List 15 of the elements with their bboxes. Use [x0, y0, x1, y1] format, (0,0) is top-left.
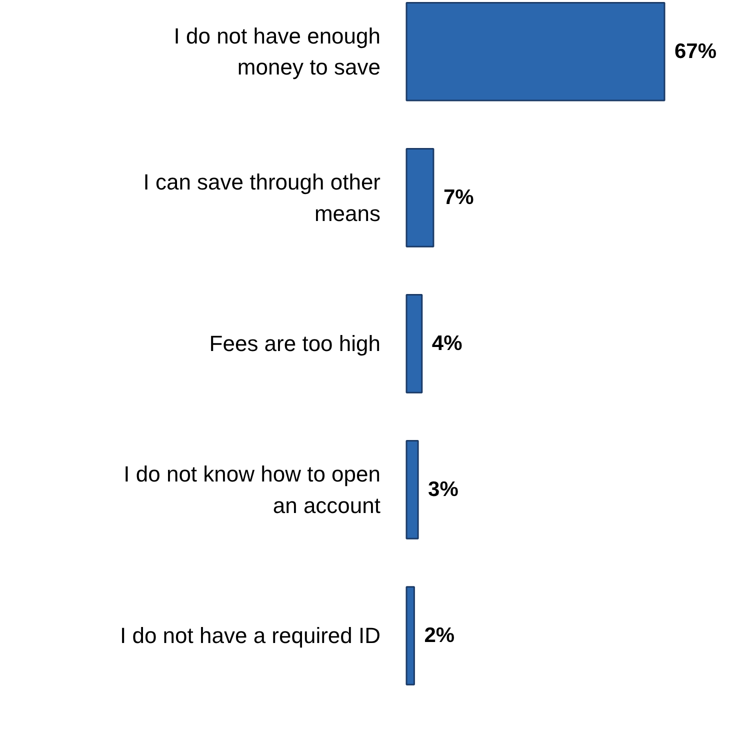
data-label: 67%	[674, 40, 717, 64]
data-label: 3%	[428, 478, 459, 502]
y-tick-label: I do not know how to open an account	[124, 462, 381, 518]
bar	[406, 148, 434, 248]
bar	[406, 440, 419, 540]
bar	[406, 294, 423, 394]
data-label: 7%	[443, 186, 474, 210]
y-tick-label: I do not have enough money to save	[174, 23, 381, 80]
bar	[406, 2, 666, 102]
y-tick-label: I do not have a required ID	[120, 623, 380, 648]
y-tick-label: Fees are too high	[209, 331, 381, 356]
data-label: 4%	[432, 332, 463, 356]
y-tick-label: I can save through other means	[143, 170, 381, 226]
data-label: 2%	[424, 624, 455, 648]
bar	[406, 586, 415, 686]
